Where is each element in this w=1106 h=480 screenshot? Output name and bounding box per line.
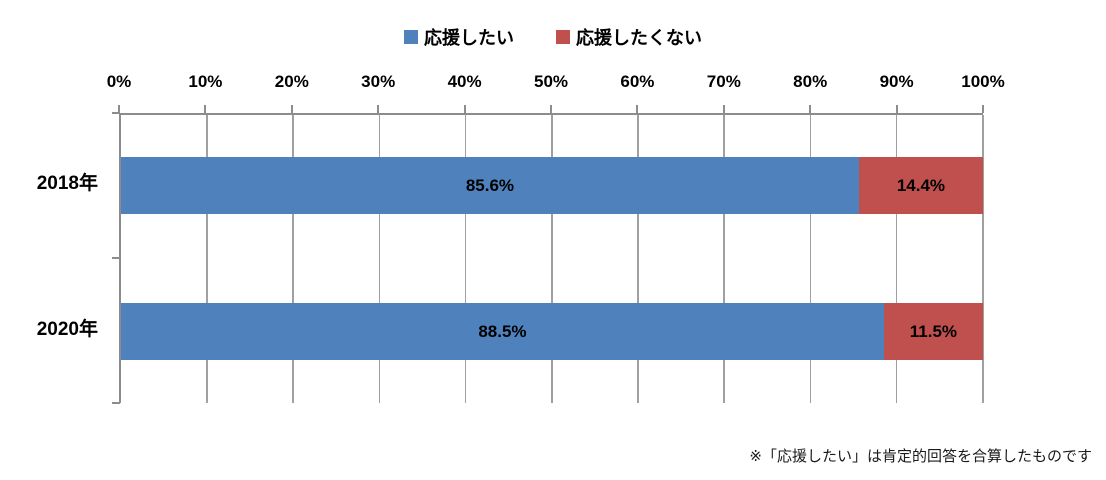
x-axis-tickmark <box>290 105 293 113</box>
legend-label-support: 応援したい <box>424 28 514 48</box>
legend-marker-not-support <box>556 30 570 44</box>
x-axis-tick-label: 40% <box>447 72 482 91</box>
x-axis-tickmarks <box>118 105 984 113</box>
x-axis-tick-label: 80% <box>793 72 828 91</box>
bar-value-label: 11.5% <box>909 321 958 341</box>
gridline <box>292 115 294 403</box>
category-axis-tick <box>112 257 120 259</box>
legend-item-not-support: 応援したくない <box>556 24 702 50</box>
legend-marker-support <box>404 30 418 44</box>
plot-area: 85.6% 14.4% 88.5% 11.5% <box>119 113 984 403</box>
bar-segment: 88.5% <box>121 303 884 360</box>
gridline <box>809 115 812 403</box>
x-axis-labels: 0% 10% 20% 30% 40% 50% 60% 70% 80% 90% 100% <box>107 72 1005 94</box>
legend-item-support: 応援したい <box>404 24 514 50</box>
gridline <box>637 115 639 403</box>
gridline <box>464 115 467 403</box>
x-axis-tickmark <box>895 105 898 113</box>
x-axis-tickmark <box>636 105 639 113</box>
bar-segment: 14.4% <box>858 157 983 214</box>
x-axis-tick-label: 10% <box>188 72 223 91</box>
gridline <box>723 115 725 403</box>
legend-label-not-support: 応援したくない <box>576 28 702 48</box>
category-axis-tick <box>112 402 120 404</box>
x-axis-tick-label: 50% <box>533 72 569 91</box>
bar-value-label: 88.5% <box>478 321 527 341</box>
bar-segment: 85.6% <box>121 157 859 214</box>
bar-row-2020: 88.5% 11.5% <box>121 303 983 360</box>
gridline <box>895 115 898 403</box>
gridlines <box>121 115 984 403</box>
x-axis-tickmark <box>722 105 725 113</box>
gridline <box>982 115 984 403</box>
category-label-2020: 2020年 <box>36 319 98 340</box>
x-axis-tickmark <box>204 105 207 113</box>
x-axis-tick-label: 30% <box>361 72 396 91</box>
x-axis-tickmark <box>982 105 984 113</box>
x-axis-tick-label: 60% <box>620 72 655 91</box>
x-axis-tickmark <box>550 105 552 113</box>
x-axis-tick-label: 100% <box>961 72 1005 91</box>
x-axis-tickmark <box>463 105 466 113</box>
gridline <box>551 115 553 403</box>
bar-value-label: 85.6% <box>465 175 515 195</box>
bar-segment: 11.5% <box>883 303 983 360</box>
category-axis-tick <box>112 112 120 114</box>
category-label-2018: 2018年 <box>36 173 98 194</box>
footnote: ※「応援したい」は肯定的回答を合算したものです <box>749 448 1092 465</box>
x-axis-tickmark <box>118 105 120 113</box>
x-axis-tickmark <box>809 105 812 113</box>
x-axis-tick-label: 20% <box>274 72 309 91</box>
bar-value-label: 14.4% <box>896 175 946 195</box>
x-axis-tick-label: 70% <box>706 72 741 91</box>
gridline <box>378 115 381 403</box>
legend: 応援したい 応援したくない <box>0 24 1106 50</box>
x-axis-tick-label: 90% <box>879 72 914 91</box>
x-axis-tickmark <box>377 105 380 113</box>
gridline <box>206 115 208 403</box>
x-axis-tick-label: 0% <box>106 72 132 91</box>
bar-row-2018: 85.6% 14.4% <box>121 157 983 214</box>
